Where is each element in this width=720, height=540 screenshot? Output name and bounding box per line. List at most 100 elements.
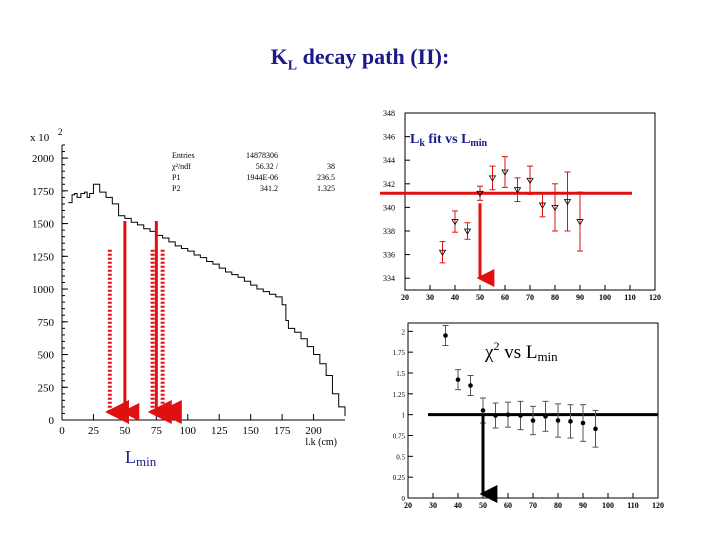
chi2-title-part: min (537, 349, 558, 364)
lk-point (551, 205, 559, 212)
hist-x-tick-label: 50 (119, 425, 131, 437)
lk-y-tick-label: 340 (383, 203, 395, 212)
chi2-title-part: 2 (493, 339, 499, 353)
hist-stat-value: 1944E-06 (246, 173, 278, 182)
lk-point (476, 190, 484, 198)
lk-x-tick-label: 40 (451, 293, 459, 302)
chi2-x-tick-label: 30 (429, 501, 437, 510)
chi2-point (593, 426, 598, 432)
chi2-point (480, 408, 486, 413)
lk-point (563, 199, 572, 206)
lk-y-tick-label: 344 (383, 156, 395, 165)
lk-y-tick-label: 346 (383, 133, 395, 142)
chi2-y-tick-label: 1.5 (396, 370, 405, 378)
lk-x-tick-label: 20 (401, 293, 409, 302)
lk-point (538, 202, 547, 209)
hist-x-tick-label: 25 (88, 425, 100, 437)
chi2-x-tick-label: 60 (504, 501, 512, 510)
lk-x-tick-label: 110 (624, 293, 636, 302)
chi2-title-part: vs L (499, 342, 537, 363)
lk-point (526, 177, 534, 185)
hist-y-tick-label: 500 (38, 350, 55, 362)
chi2-y-tick-label: 1.75 (393, 349, 406, 357)
lk-x-tick-label: 30 (426, 293, 434, 302)
chi2-point (580, 420, 586, 426)
hist-x-tick-label: 200 (305, 425, 322, 437)
hist-stat-name: P1 (172, 173, 180, 182)
title-sub: L (287, 58, 298, 74)
lk-x-tick-label: 60 (501, 293, 509, 302)
lk-point (463, 228, 472, 235)
page-title: KL decay path (II): (0, 44, 720, 74)
hist-y-tick-label: 0 (49, 415, 55, 427)
hist-stat-name: P2 (172, 184, 180, 193)
chi2-point (568, 419, 573, 424)
hist-x-tick-label: 75 (151, 425, 163, 437)
chi2-y-tick-label: 0.5 (396, 453, 405, 461)
chi2-x-tick-label: 70 (529, 501, 537, 510)
lk-y-tick-label: 334 (383, 274, 395, 283)
chi2-point (543, 414, 548, 419)
title-rest: decay path (II): (297, 44, 450, 69)
lk-x-tick-label: 50 (476, 293, 484, 302)
lmin-label-main: L (125, 447, 136, 467)
hist-y-tick-label: 1750 (32, 186, 55, 198)
lk-y-tick-label: 336 (383, 251, 395, 260)
chi2-point (455, 377, 461, 382)
lk-x-tick-label: 80 (551, 293, 559, 302)
chi2-point (518, 413, 523, 418)
chi2-x-tick-label: 20 (404, 501, 412, 510)
lk-title-part: min (470, 138, 487, 149)
lmin-label-sub: min (136, 454, 157, 469)
chi2-x-tick-label: 100 (602, 501, 614, 510)
lk-y-tick-label: 348 (383, 109, 395, 118)
chi2-y-tick-label: 1.25 (393, 391, 406, 399)
hist-y-scale-exp: 2 (58, 127, 63, 137)
hist-stat-name: χ²/ndf (171, 162, 191, 171)
chi2-x-tick-label: 80 (554, 501, 562, 510)
chi2-x-tick-label: 90 (579, 501, 587, 510)
lk-x-tick-label: 90 (576, 293, 584, 302)
hist-stat-value: 14878306 (246, 151, 278, 160)
lk-point (488, 175, 497, 182)
hist-y-tick-label: 1000 (32, 284, 55, 296)
hist-stat-error: 38 (327, 162, 335, 171)
lk-y-tick-label: 342 (383, 180, 395, 189)
lk-title: Lk fit vs Lmin (410, 132, 488, 149)
chi2-point (555, 418, 561, 423)
hist-x-tick-label: 100 (180, 425, 197, 437)
chi2-x-tick-label: 40 (454, 501, 462, 510)
hist-x-tick-label: 125 (211, 425, 228, 437)
lk-title-part: k (419, 138, 425, 149)
hist-y-tick-label: 250 (38, 382, 55, 394)
lk-x-tick-label: 120 (649, 293, 661, 302)
lk-x-tick-label: 100 (599, 293, 611, 302)
chi2-y-tick-label: 0.75 (393, 433, 406, 441)
chi2-x-tick-label: 110 (627, 501, 639, 510)
hist-x-label: l.k (cm) (305, 437, 337, 448)
chi2-title-part: χ (484, 342, 494, 363)
chi2-point (505, 412, 511, 417)
lk-point (501, 169, 509, 176)
lk-x-tick-label: 70 (526, 293, 534, 302)
chi2-y-tick-label: 1 (402, 412, 406, 420)
lk-point (576, 219, 584, 226)
hist-stat-value: 56.32 / (256, 162, 279, 171)
hist-stat-value: 341.2 (260, 184, 278, 193)
hist-stat-error: 236.5 (317, 173, 335, 182)
hist-y-tick-label: 1250 (32, 251, 55, 263)
chi2-x-tick-label: 50 (479, 501, 487, 510)
lk-point (438, 249, 447, 257)
hist-y-scale-label: x 10 (30, 132, 50, 144)
lk-title-part: fit vs L (425, 132, 471, 147)
chi2-point (530, 418, 536, 423)
lk-title-part: L (410, 132, 419, 147)
lk-point (513, 187, 522, 194)
lk-y-tick-label: 338 (383, 227, 395, 236)
chi2-y-tick-label: 2 (402, 328, 406, 336)
lk-point (451, 219, 459, 226)
lmin-label: Lmin (125, 447, 157, 469)
hist-y-tick-label: 750 (38, 317, 55, 329)
hist-y-tick-label: 2000 (32, 153, 55, 165)
